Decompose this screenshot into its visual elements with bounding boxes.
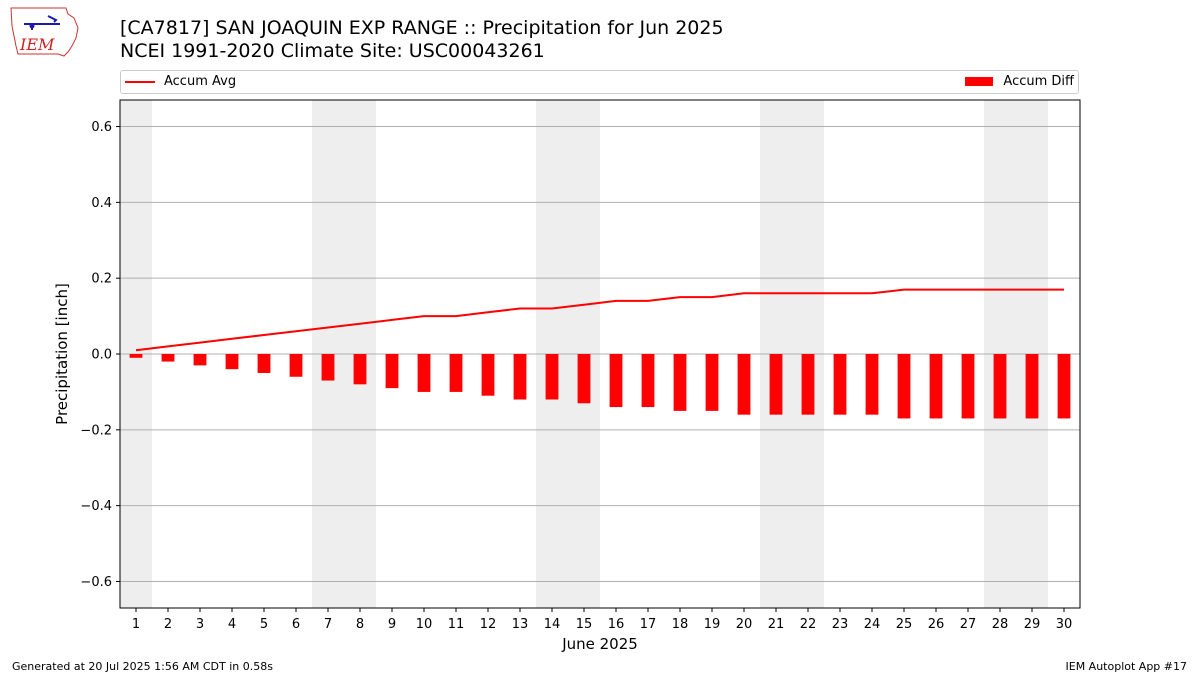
bar-accum-diff (641, 354, 655, 408)
x-tick-label: 5 (260, 617, 268, 632)
bar-accum-diff (609, 354, 623, 408)
footer-generated: Generated at 20 Jul 2025 1:56 AM CDT in … (12, 660, 273, 673)
x-tick-label: 16 (608, 617, 625, 632)
bar-accum-diff (289, 354, 303, 377)
x-tick-label: 13 (512, 617, 529, 632)
x-tick-label: 9 (388, 617, 396, 632)
bar-accum-diff (129, 354, 143, 358)
x-tick-label: 17 (640, 617, 657, 632)
x-tick-label: 4 (228, 617, 236, 632)
bar-accum-diff (353, 354, 367, 385)
x-tick-label: 10 (416, 617, 433, 632)
bar-accum-diff (257, 354, 271, 373)
bar-accum-diff (993, 354, 1007, 419)
y-tick-label: −0.2 (80, 423, 112, 438)
bar-accum-diff (705, 354, 719, 411)
legend-item-accum-diff: Accum Diff (965, 74, 1074, 89)
bar-accum-diff (321, 354, 335, 381)
bar-accum-diff (737, 354, 751, 415)
legend-item-accum-avg: Accum Avg (125, 74, 236, 89)
footer-app: IEM Autoplot App #17 (1065, 660, 1188, 673)
bar-accum-diff (673, 354, 687, 411)
bar-accum-diff (193, 354, 207, 366)
bar-accum-diff (1057, 354, 1071, 419)
bar-accum-diff (897, 354, 911, 419)
line-accum-avg (135, 288, 1064, 352)
bar-accum-diff (385, 354, 399, 389)
x-axis-label: June 2025 (561, 635, 638, 653)
y-tick-label: 0.6 (91, 120, 112, 135)
bar-accum-diff (481, 354, 495, 396)
bar-accum-diff (225, 354, 239, 370)
x-tick-label: 1 (132, 617, 140, 632)
bar-accum-diff (769, 354, 783, 415)
x-tick-label: 8 (356, 617, 364, 632)
x-tick-label: 23 (832, 617, 849, 632)
legend-label-accum-diff: Accum Diff (1003, 74, 1074, 89)
logo-text: IEM (19, 35, 55, 54)
y-tick-label: 0.4 (91, 196, 112, 211)
bar-accum-diff (801, 354, 815, 415)
x-tick-label: 26 (928, 617, 945, 632)
x-tick-label: 18 (672, 617, 689, 632)
bar-accum-diff (961, 354, 975, 419)
chart-title: [CA7817] SAN JOAQUIN EXP RANGE :: Precip… (120, 17, 724, 39)
bar-accum-diff (1025, 354, 1039, 419)
x-tick-label: 12 (480, 617, 497, 632)
x-tick-label: 27 (960, 617, 977, 632)
x-tick-label: 21 (768, 617, 785, 632)
bar-accum-diff (577, 354, 591, 404)
iem-logo: IEM (10, 7, 79, 57)
x-tick-label: 24 (864, 617, 881, 632)
y-tick-label: 0.2 (91, 272, 112, 287)
bar-accum-diff (417, 354, 431, 392)
x-tick-label: 25 (896, 617, 913, 632)
x-tick-label: 7 (324, 617, 332, 632)
x-tick-label: 30 (1056, 617, 1073, 632)
x-tick-label: 19 (704, 617, 721, 632)
bar-accum-diff (449, 354, 463, 392)
x-tick-label: 28 (992, 617, 1009, 632)
x-tick-label: 6 (292, 617, 300, 632)
legend-bar-swatch (965, 77, 994, 86)
x-tick-label: 3 (196, 617, 204, 632)
y-tick-label: −0.4 (80, 499, 112, 514)
bar-accum-diff (545, 354, 559, 400)
bar-accum-diff (513, 354, 527, 400)
legend: Accum Avg Accum Diff (120, 70, 1079, 94)
bar-accum-diff (161, 354, 175, 362)
y-axis-label: Precipitation [inch] (53, 283, 71, 425)
x-tick-label: 29 (1024, 617, 1041, 632)
x-tick-label: 14 (544, 617, 561, 632)
x-tick-label: 22 (800, 617, 817, 632)
legend-label-accum-avg: Accum Avg (164, 74, 237, 89)
bar-accum-diff (865, 354, 879, 415)
bar-accum-diff (833, 354, 847, 415)
y-tick-label: 0.0 (91, 348, 112, 363)
y-tick-label: −0.6 (80, 575, 112, 590)
bar-accum-diff (929, 354, 943, 419)
x-tick-label: 15 (576, 617, 593, 632)
legend-line-swatch (125, 80, 155, 83)
x-tick-label: 2 (164, 617, 172, 632)
x-tick-label: 11 (448, 617, 465, 632)
chart-subtitle: NCEI 1991-2020 Climate Site: USC00043261 (120, 40, 545, 62)
x-tick-label: 20 (736, 617, 753, 632)
